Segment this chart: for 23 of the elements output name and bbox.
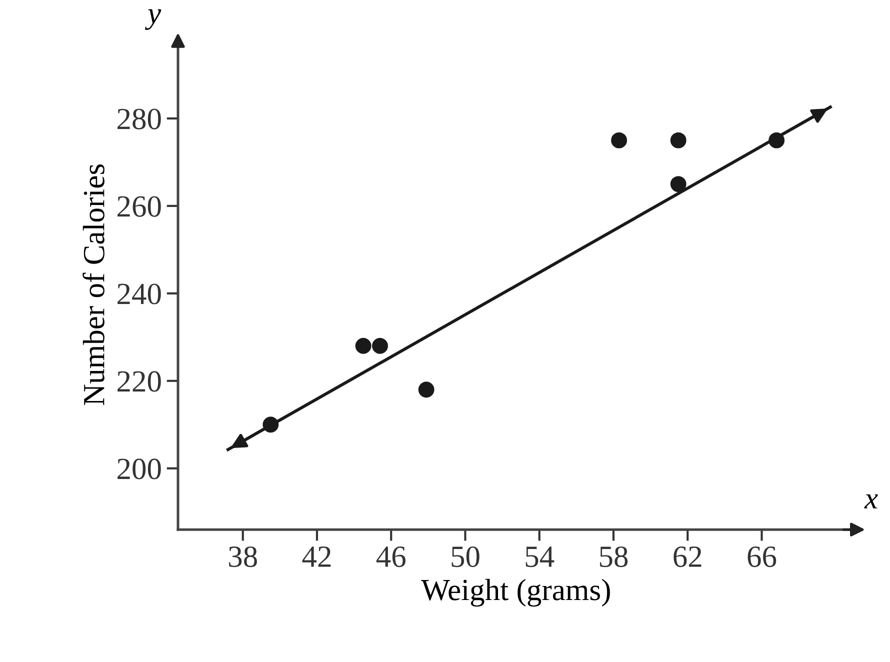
y-tick-label: 240: [118, 284, 161, 304]
y-tick-label: 220: [118, 371, 161, 392]
point: [418, 382, 434, 398]
x-tick-label: 38: [229, 546, 257, 568]
point: [355, 338, 372, 354]
point: [611, 132, 628, 148]
x-tick-label: 66: [748, 546, 776, 568]
y-tick-label: 200: [118, 458, 161, 480]
text: x: [864, 494, 878, 508]
x-tick-label: 62: [674, 546, 702, 568]
x-axis-title: Weight (grams): [421, 578, 610, 607]
point: [670, 132, 686, 148]
y-tick-label: 280: [118, 108, 161, 130]
x-tick-label: 42: [302, 546, 331, 567]
y-tick-label: 260: [118, 196, 161, 217]
text: y: [144, 9, 162, 30]
point: [372, 338, 388, 354]
x-tick-label: 54: [526, 546, 554, 568]
x-tick-label: 50: [452, 546, 480, 568]
y-axis-title: Number of Calories: [82, 164, 104, 406]
point: [670, 176, 686, 192]
x-tick-label: 46: [376, 546, 406, 568]
x-tick-label: 58: [600, 546, 628, 568]
